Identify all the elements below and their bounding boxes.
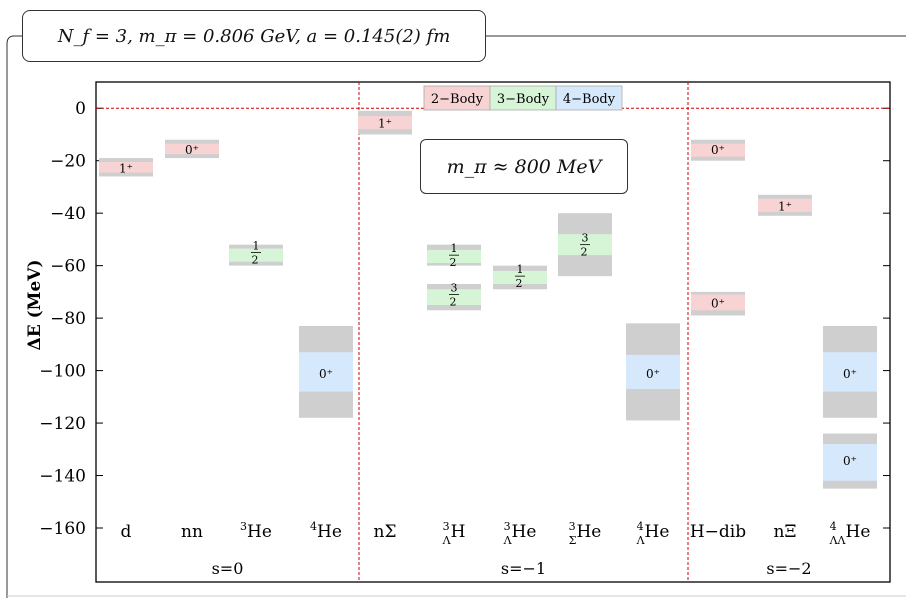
category-label-nucleus: He — [645, 522, 670, 542]
category-label-mass-number: 3 — [443, 520, 450, 533]
level-spin-parity: 0⁺ — [843, 454, 857, 468]
group-label: s=−2 — [766, 559, 811, 578]
level-spin-parity-numerator: 3 — [451, 282, 458, 295]
legend-swatch — [555, 85, 623, 111]
category-label-mass-number: 4 — [310, 520, 317, 533]
category-label-nucleus: He — [317, 522, 342, 542]
level-spin-parity-denominator: 2 — [252, 254, 259, 267]
category-label-nucleus: He — [247, 522, 272, 542]
level-stat-band — [427, 249, 481, 264]
category-label-nucleus: He — [846, 522, 871, 542]
level-stat-band — [691, 294, 745, 311]
level-stat-band — [758, 198, 812, 212]
level-spin-parity-denominator: 2 — [516, 277, 523, 290]
category-label: 3 ΛH — [442, 520, 466, 547]
category-label: 3He — [240, 520, 272, 542]
level-spin-parity-numerator: 1 — [517, 263, 524, 276]
group-label: s=0 — [212, 559, 244, 578]
level-spin-parity-denominator: 2 — [450, 256, 457, 269]
category-label-hyperon: Λ — [503, 534, 513, 547]
legend-swatch — [423, 85, 491, 111]
pion-mass-annotation: m_π ≈ 800 MeV — [420, 139, 628, 194]
category-label-mass-number: 4 — [637, 520, 644, 533]
category-label: nΣ — [374, 522, 397, 542]
level-stat-band — [299, 352, 353, 392]
level-spin-parity: 1⁺ — [119, 161, 133, 175]
category-label: 4 ΛHe — [636, 520, 670, 547]
category-label-hyperon: ΛΛ — [829, 534, 847, 547]
category-label-nucleus: He — [576, 522, 601, 542]
y-tick-label: −100 — [39, 362, 86, 382]
category-label-mass-number: 4 — [830, 520, 837, 533]
level-stat-band — [691, 143, 745, 157]
category-label: H−dib — [690, 522, 746, 542]
category-label: nΞ — [774, 522, 797, 542]
legend-label: 3−Body — [497, 92, 550, 107]
level-spin-parity-denominator: 2 — [450, 296, 457, 309]
level-spin-parity: 1⁺ — [778, 199, 792, 213]
y-tick-label: −80 — [50, 309, 86, 329]
level-spin-parity-numerator: 3 — [582, 232, 589, 245]
plot-area — [95, 81, 891, 583]
level-stat-band — [823, 444, 877, 481]
y-tick-label: −140 — [39, 467, 86, 487]
level-stat-band — [493, 270, 547, 285]
level-stat-band — [626, 354, 680, 389]
y-tick-label: −20 — [50, 152, 86, 172]
category-label: nn — [181, 522, 203, 542]
level-spin-parity: 0⁺ — [319, 367, 333, 381]
category-label: 4 ΛΛHe — [829, 520, 871, 547]
level-spin-parity: 0⁺ — [843, 367, 857, 381]
level-stat-band — [823, 352, 877, 392]
simulation-parameters: N_f = 3, m_π = 0.806 GeV, a = 0.145(2) f… — [22, 10, 486, 62]
legend-label: 2−Body — [431, 92, 484, 107]
level-stat-band — [427, 289, 481, 305]
group-label: s=−1 — [501, 559, 546, 578]
spectrum-chart: 0 −20 −40 −60 −80 −100 −120 −140 −160 ΔE (MeV) 2−B… — [25, 81, 891, 583]
category-label-mass-number: 3 — [569, 520, 576, 533]
category-label-hyperon: Σ — [569, 534, 577, 547]
category-label-hyperon: Λ — [442, 534, 452, 547]
level-spin-parity-denominator: 2 — [581, 246, 588, 259]
level-spin-parity-numerator: 1 — [451, 242, 458, 255]
legend-label: 4−Body — [563, 92, 616, 107]
y-tick-label: −60 — [50, 257, 86, 277]
level-stat-band — [229, 248, 283, 262]
level-stat-band — [358, 116, 412, 130]
category-label-hyperon: Λ — [636, 534, 646, 547]
level-spin-parity: 1⁺ — [378, 117, 392, 131]
level-stat-band — [99, 162, 153, 173]
category-label-nucleus: H — [451, 522, 466, 542]
y-tick-label: −120 — [39, 414, 86, 434]
category-label: 3 ΛHe — [503, 520, 537, 547]
category-label: 4He — [310, 520, 342, 542]
y-tick-label: 0 — [75, 99, 86, 119]
outer-outline — [6, 35, 906, 598]
pion-mass-annotation-text: m_π ≈ 800 MeV — [446, 155, 602, 178]
category-label-mass-number: 3 — [240, 520, 247, 533]
category-label: d — [121, 522, 132, 542]
level-spin-parity: 0⁺ — [646, 367, 660, 381]
outline-corner — [6, 35, 22, 45]
y-tick-label: −160 — [39, 519, 86, 539]
level-spin-parity: 0⁺ — [711, 296, 725, 310]
level-spin-parity: 0⁺ — [185, 143, 199, 157]
y-tick-label: −40 — [50, 204, 86, 224]
level-spin-parity: 0⁺ — [711, 143, 725, 157]
category-label-mass-number: 3 — [504, 520, 511, 533]
category-label: 3 ΣHe — [569, 520, 602, 547]
category-label-nucleus: He — [512, 522, 537, 542]
simulation-parameters-text: N_f = 3, m_π = 0.806 GeV, a = 0.145(2) f… — [57, 25, 451, 47]
level-stat-band — [165, 143, 219, 155]
level-spin-parity-numerator: 1 — [253, 240, 260, 253]
y-axis-label: ΔE (MeV) — [25, 260, 45, 351]
